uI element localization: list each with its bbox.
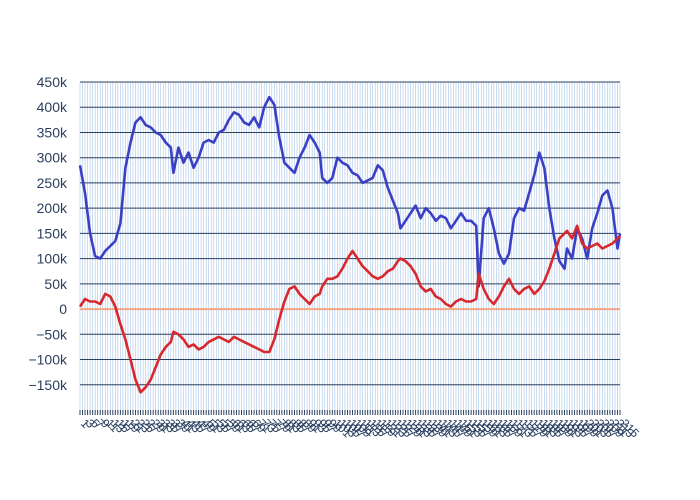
y-tick-label: 450k xyxy=(37,74,68,90)
x-grid xyxy=(79,82,621,410)
y-tick-label: 250k xyxy=(37,175,68,191)
y-tick-label: −100k xyxy=(28,352,68,368)
y-grid xyxy=(80,81,620,386)
series-line-1 xyxy=(78,95,622,288)
series-layer xyxy=(78,95,622,394)
y-tick-label: 50k xyxy=(44,276,68,292)
y-tick-label: 350k xyxy=(37,124,68,140)
series-line-2 xyxy=(78,224,621,394)
y-tick-label: −150k xyxy=(28,377,68,393)
y-tick-label: 150k xyxy=(37,225,68,241)
y-tick-label: 300k xyxy=(37,150,68,166)
y-tick-label: 400k xyxy=(37,99,68,115)
y-tick-label: 0 xyxy=(59,301,67,317)
y-axis: −150k −100k −50k 0 50k 100k 150k 200k 250k 300k 35… xyxy=(28,74,68,393)
x-axis: 1357911131517192123252729313335373941434… xyxy=(78,410,642,441)
y-tick-label: 100k xyxy=(37,251,68,267)
y-tick-label: 200k xyxy=(37,200,68,216)
y-tick-label: −50k xyxy=(36,326,68,342)
